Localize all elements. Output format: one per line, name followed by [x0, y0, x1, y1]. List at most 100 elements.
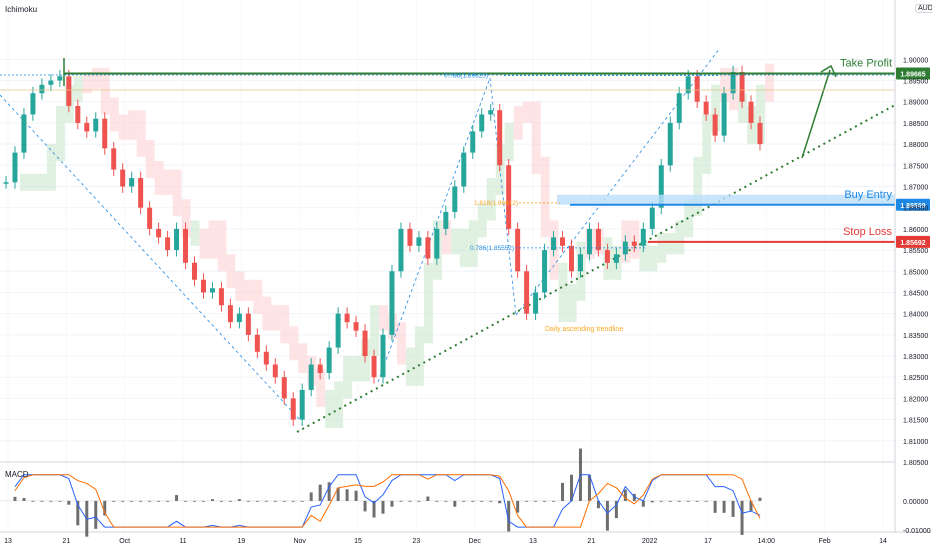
ichimoku-cloud-segment	[486, 178, 496, 221]
candle	[102, 118, 108, 149]
macd-histogram-bar	[731, 500, 735, 517]
macd-histogram-bar	[381, 500, 385, 514]
price-tick-label: 1.86000	[903, 227, 928, 234]
candle	[542, 250, 548, 293]
macd-histogram-bar	[157, 500, 161, 502]
level-price-tag	[896, 67, 930, 80]
macd-histogram-bar	[749, 500, 753, 512]
macd-histogram-bar	[184, 500, 188, 502]
time-tick-label: 13	[4, 538, 12, 545]
fib-level-label: 0.786(1.85552)	[470, 245, 514, 252]
level-price-label: 1.85692	[900, 240, 925, 247]
candle	[30, 93, 36, 115]
ichimoku-cloud-segment	[244, 279, 254, 301]
price-tick-label: 1.82500	[903, 375, 928, 382]
candle	[236, 313, 242, 323]
candle	[515, 228, 521, 272]
macd-histogram-bar	[22, 498, 26, 501]
macd-histogram-bar	[103, 500, 107, 516]
price-tick-label: 1.85500	[903, 248, 928, 255]
macd-histogram-bar	[193, 500, 196, 502]
ichimoku-cloud-segment	[352, 356, 362, 382]
time-tick-label: 14	[879, 538, 887, 545]
ichimoku-cloud-segment	[100, 67, 110, 115]
candle	[586, 228, 592, 255]
ichimoku-cloud-segment	[522, 101, 532, 123]
ichimoku-cloud-segment	[639, 241, 649, 272]
ichimoku-cloud-segment	[459, 228, 469, 268]
target-arrow-line[interactable]	[801, 69, 831, 159]
currency-badge[interactable]: AUD	[915, 4, 932, 13]
candle	[640, 228, 646, 246]
macd-histogram-bar	[210, 499, 214, 501]
candle	[308, 364, 314, 390]
ichimoku-cloud-segment	[379, 305, 389, 331]
candle	[290, 398, 296, 420]
ichimoku-cloud-segment	[414, 326, 424, 386]
buy-zone[interactable]	[557, 194, 895, 205]
fib-leg-line[interactable]	[515, 47, 721, 316]
ichimoku-cloud-segment	[289, 326, 299, 361]
price-tick-label: 1.84000	[903, 312, 928, 319]
macd-title: MACD	[5, 470, 29, 479]
ichimoku-cloud-segment	[693, 156, 703, 217]
fib-leg-line[interactable]	[0, 94, 301, 421]
ichimoku-cloud-segment	[441, 220, 451, 255]
candle	[497, 110, 503, 166]
price-tick-label: 1.89000	[903, 100, 928, 107]
candle	[757, 122, 763, 145]
candle	[209, 288, 215, 293]
candle	[371, 356, 377, 378]
candle	[254, 334, 260, 352]
candle	[335, 313, 341, 348]
time-tick-label: 11	[179, 538, 186, 545]
candle	[362, 330, 368, 357]
price-tick-label: 1.83000	[903, 354, 928, 361]
macd-histogram-bar	[94, 500, 98, 529]
time-tick-label: Feb	[819, 538, 831, 545]
candle	[129, 178, 135, 187]
candle	[604, 250, 610, 263]
candle	[461, 152, 467, 187]
fib-level-label: 1.618(1.86612)	[474, 200, 518, 207]
macd-histogram-bar	[507, 500, 511, 532]
candle	[470, 131, 476, 153]
macd-histogram-bar	[552, 500, 556, 502]
candle	[281, 377, 287, 399]
macd-histogram-bar	[758, 497, 762, 501]
ichimoku-cloud-segment	[756, 84, 766, 145]
ichimoku-cloud-segment	[405, 347, 415, 386]
macd-histogram-bar	[408, 500, 412, 502]
ichimoku-cloud-segment	[361, 339, 371, 382]
ichimoku-cloud-segment	[46, 144, 56, 191]
candle	[533, 292, 539, 314]
candle	[685, 76, 691, 94]
ichimoku-cloud-segment	[450, 228, 460, 255]
ichimoku-cloud-segment	[271, 305, 281, 331]
ichimoku-cloud-segment	[190, 220, 200, 246]
candle	[613, 254, 619, 263]
time-tick-label: Nov	[293, 538, 306, 545]
ichimoku-cloud-segment	[720, 67, 730, 102]
ichimoku-cloud-segment	[540, 156, 550, 238]
macd-histogram-bar	[713, 500, 717, 513]
ichimoku-cloud-segment	[558, 262, 568, 323]
fib-leg-line[interactable]	[489, 77, 517, 316]
candle	[479, 114, 485, 132]
candle	[443, 211, 449, 229]
macd-histogram-bar	[273, 500, 277, 502]
candle	[48, 80, 54, 85]
candle	[138, 178, 144, 208]
price-tick-label: 1.87000	[903, 184, 928, 191]
macd-histogram-bar	[201, 500, 205, 502]
macd-histogram-bar	[67, 500, 71, 505]
candle	[649, 207, 655, 229]
macd-histogram-bar	[228, 500, 232, 502]
ichimoku-cloud-segment	[325, 389, 335, 429]
ichimoku-cloud-segment	[370, 305, 380, 357]
macd-histogram-bar	[282, 500, 286, 502]
candle	[326, 347, 332, 373]
macd-tick-label: -0.01000	[903, 528, 931, 535]
